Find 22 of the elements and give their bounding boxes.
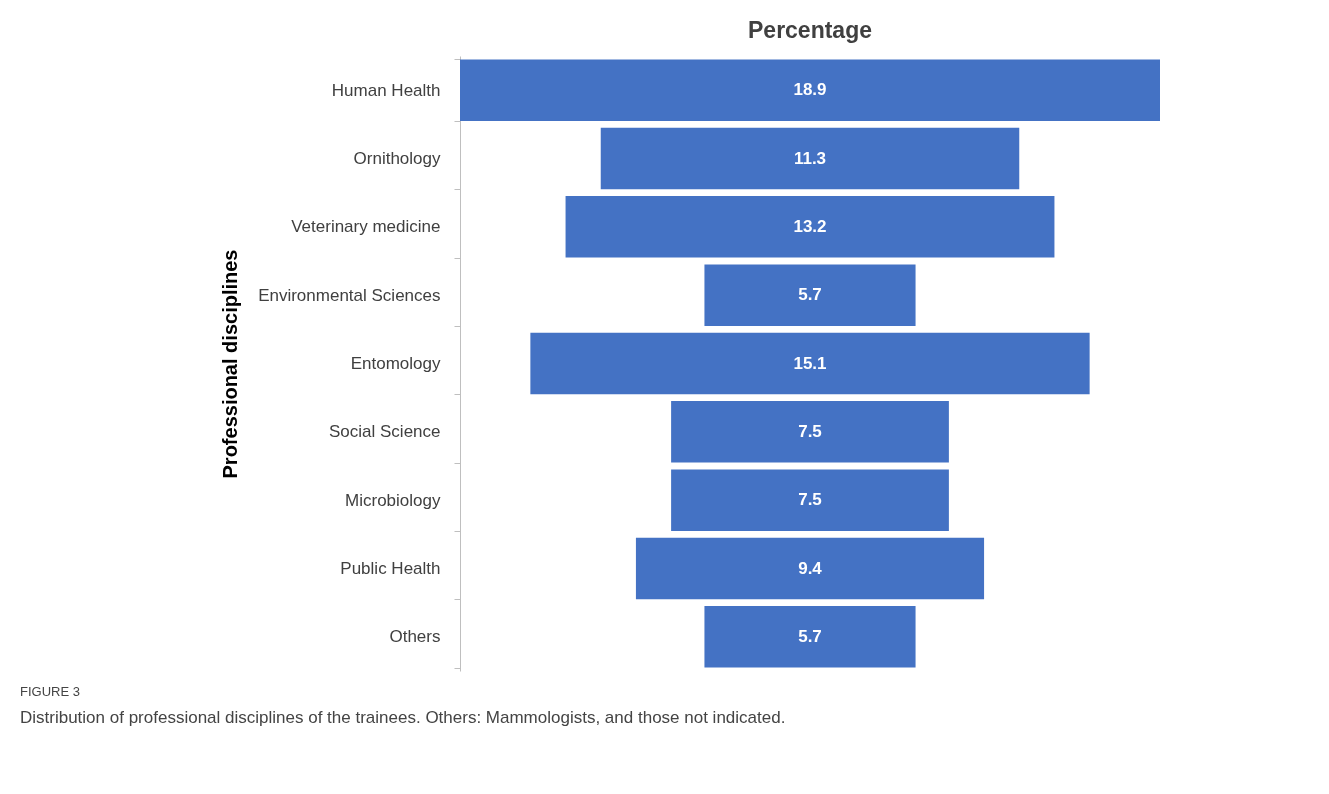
category-label: Public Health xyxy=(340,559,441,578)
text: Distribution of professional disciplines of the trainees. Others: Mammologists, and those not indicated. xyxy=(20,708,786,727)
text: Professional disciplines xyxy=(218,249,241,479)
text: Percentage xyxy=(747,17,873,43)
data-label: 18.9 xyxy=(793,80,827,100)
data-label: 5.7 xyxy=(798,626,822,646)
data-label: 5.7 xyxy=(798,285,822,305)
data-label: 7.5 xyxy=(798,421,822,441)
data-label: 11.3 xyxy=(793,148,827,168)
category-label: Entomology xyxy=(350,354,441,373)
caption: FIGURE 3 xyxy=(20,684,80,699)
data-label: 7.5 xyxy=(798,490,822,510)
category-label: Ornithology xyxy=(353,149,441,168)
category-label: Environmental Sciences xyxy=(258,285,441,305)
data-label: 13.2 xyxy=(793,216,827,236)
data-label: 15.1 xyxy=(793,353,827,373)
category-label: Others xyxy=(389,627,441,647)
category-label: Microbiology xyxy=(345,490,441,510)
data-label: 9.4 xyxy=(798,558,823,578)
category-label: Social Science xyxy=(328,422,441,442)
category-label: Veterinary medicine xyxy=(291,217,441,237)
category-label: Human Health xyxy=(331,80,441,100)
